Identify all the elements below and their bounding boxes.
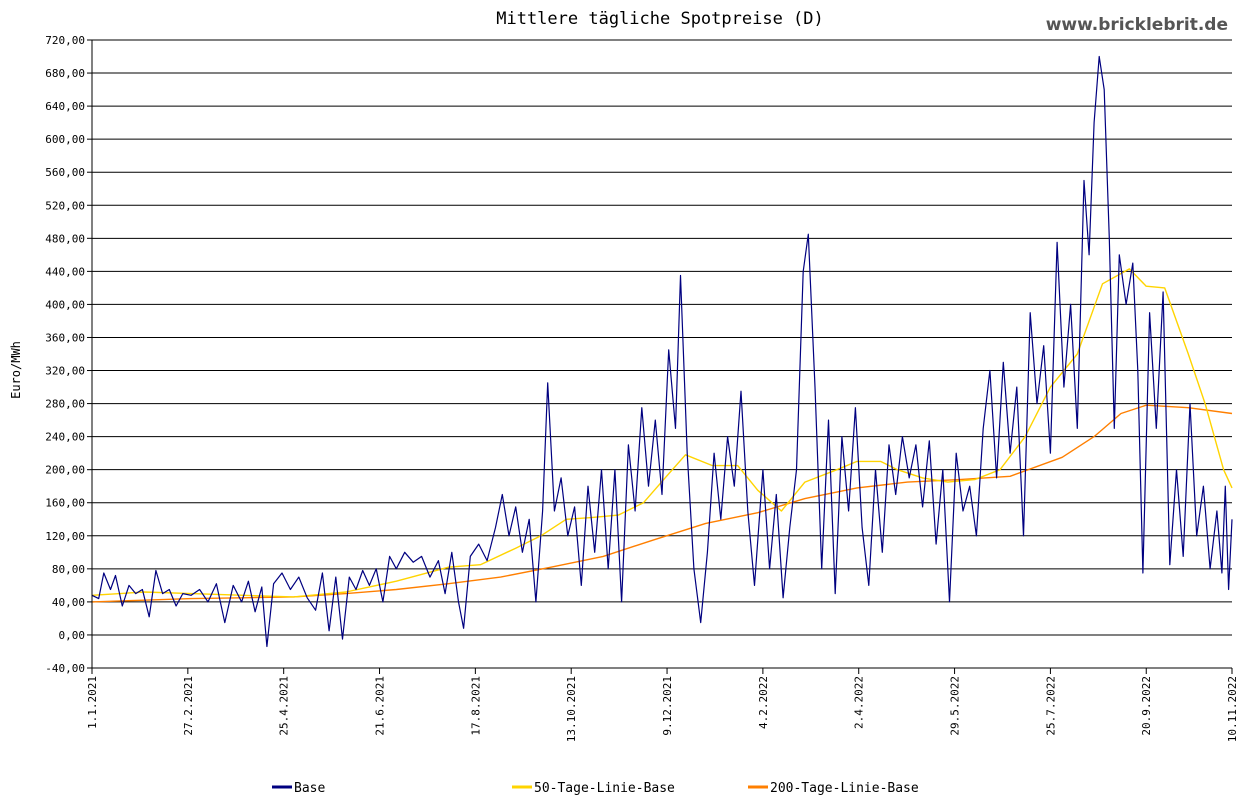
legend-label-2: 200-Tage-Linie-Base bbox=[770, 781, 919, 796]
legend: Base 50-Tage-Linie-Base 200-Tage-Linie-Bas… bbox=[272, 781, 919, 796]
x-tick-label: 21.6.2021 bbox=[374, 676, 387, 736]
chart-title: Mittlere tägliche Spotpreise (D) bbox=[496, 9, 824, 29]
y-tick-label: 520,00 bbox=[45, 199, 85, 212]
x-tick-label: 17.8.2021 bbox=[469, 676, 482, 736]
y-axis-ticks: -40,00 0,00 40,00 80,00 120,00 160,00 200,00 24… bbox=[45, 34, 92, 675]
y-tick-label: 600,00 bbox=[45, 133, 85, 146]
y-tick-label: 0,00 bbox=[59, 629, 86, 642]
axes bbox=[91, 40, 1232, 669]
y-tick-label: 480,00 bbox=[45, 232, 85, 245]
x-tick-label: 25.4.2021 bbox=[278, 676, 291, 736]
x-tick-label: 1.1.2021 bbox=[86, 676, 99, 729]
x-tick-label: 27.2.2021 bbox=[182, 676, 195, 736]
x-tick-label: 9.12.2021 bbox=[661, 676, 674, 736]
x-tick-label: 13.10.2021 bbox=[565, 676, 578, 742]
y-axis-label: Euro/MWh bbox=[9, 341, 23, 399]
y-tick-label: 80,00 bbox=[52, 563, 85, 576]
y-tick-label: 160,00 bbox=[45, 497, 85, 510]
y-tick-label: 40,00 bbox=[52, 596, 85, 609]
x-tick-label: 10.11.2022 bbox=[1226, 676, 1239, 742]
x-tick-label: 20.9.2022 bbox=[1140, 676, 1153, 736]
y-tick-label: 640,00 bbox=[45, 100, 85, 113]
series-line-0 bbox=[91, 55, 1233, 648]
series-line-2 bbox=[91, 404, 1233, 603]
y-tick-label: 720,00 bbox=[45, 34, 85, 47]
x-axis-ticks: 1.1.2021 27.2.2021 25.4.2021 21.6.2021 17.8.… bbox=[86, 668, 1239, 742]
x-tick-label: 29.5.2022 bbox=[949, 676, 962, 736]
y-tick-label: -40,00 bbox=[45, 662, 85, 675]
y-tick-label: 280,00 bbox=[45, 398, 85, 411]
y-tick-label: 400,00 bbox=[45, 298, 85, 311]
y-tick-label: 560,00 bbox=[45, 166, 85, 179]
legend-label-0: Base bbox=[294, 781, 325, 796]
y-tick-label: 240,00 bbox=[45, 431, 85, 444]
grid-lines bbox=[92, 39, 1232, 636]
y-tick-label: 360,00 bbox=[45, 331, 85, 344]
y-tick-label: 680,00 bbox=[45, 67, 85, 80]
x-tick-label: 4.2.2022 bbox=[757, 676, 770, 729]
y-tick-label: 440,00 bbox=[45, 265, 85, 278]
x-tick-label: 2.4.2022 bbox=[853, 676, 866, 729]
y-tick-label: 120,00 bbox=[45, 530, 85, 543]
y-tick-label: 200,00 bbox=[45, 464, 85, 477]
y-tick-label: 320,00 bbox=[45, 365, 85, 378]
series-line-1 bbox=[91, 268, 1233, 598]
series-lines bbox=[91, 55, 1233, 648]
x-tick-label: 25.7.2022 bbox=[1044, 676, 1057, 736]
watermark: www.bricklebrit.de bbox=[1046, 15, 1228, 35]
legend-label-1: 50-Tage-Linie-Base bbox=[534, 781, 675, 796]
